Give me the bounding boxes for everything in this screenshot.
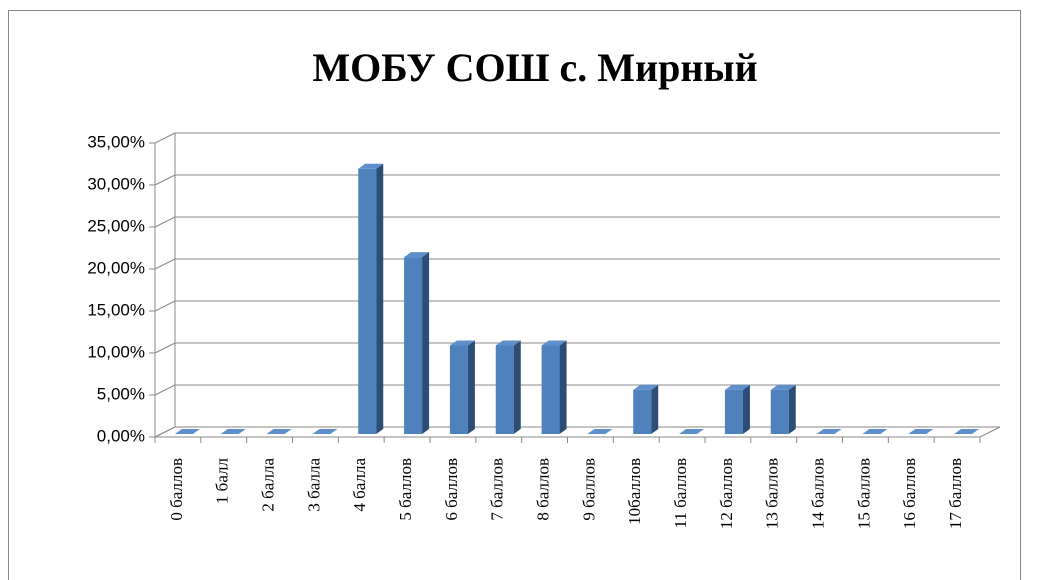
bar-top — [404, 252, 430, 258]
bar-side — [742, 384, 750, 434]
bar-front — [358, 168, 377, 434]
bar-front — [724, 389, 743, 434]
x-tick-label: 12 баллов — [717, 458, 736, 529]
x-tick-label: 5 баллов — [396, 458, 415, 521]
grid-line — [154, 216, 176, 228]
bar — [816, 429, 842, 434]
x-tick-label: 16 баллов — [900, 458, 919, 529]
bar-top — [954, 429, 980, 434]
chart-title: МОБУ СОШ с. Мирный — [312, 45, 757, 90]
x-tick-label: 2 балла — [258, 458, 277, 512]
x-tick-label: 14 баллов — [808, 458, 827, 529]
x-tick-label: 4 балла — [350, 458, 369, 512]
x-tick-label: 9 баллов — [579, 458, 598, 521]
bar-front — [449, 345, 468, 434]
bar-top — [358, 163, 384, 169]
grid-line — [154, 384, 176, 396]
y-tick-label: 0,00% — [97, 426, 145, 445]
bar-top — [770, 384, 796, 390]
grid-line — [154, 300, 176, 312]
bar-top — [862, 429, 888, 434]
bar-front — [495, 345, 514, 434]
bar-top — [679, 429, 705, 434]
bar-top — [449, 340, 475, 346]
bar-front — [541, 345, 560, 434]
x-tick-label: 17 баллов — [946, 458, 965, 529]
bar — [449, 340, 475, 434]
grid-line — [154, 174, 176, 186]
bar — [908, 429, 934, 434]
bar-side — [559, 340, 567, 434]
x-tick-label: 3 балла — [304, 458, 323, 512]
bar — [266, 429, 292, 434]
bar-side — [651, 384, 659, 434]
x-tick-label: 11 баллов — [671, 458, 690, 528]
bar — [174, 429, 200, 434]
bar-top — [724, 384, 750, 390]
bar-top — [312, 429, 338, 434]
x-tick-label: 15 баллов — [854, 458, 873, 529]
bar-side — [467, 340, 475, 434]
x-tick-label: 7 баллов — [488, 458, 507, 521]
bar-top — [220, 429, 246, 434]
bar-front — [633, 389, 652, 434]
bar — [541, 340, 567, 434]
bar-side — [376, 163, 384, 434]
grid-line — [154, 132, 176, 144]
bar-top — [174, 429, 200, 434]
y-tick-label: 25,00% — [87, 216, 145, 235]
bar-top — [633, 384, 659, 390]
bar — [679, 429, 705, 434]
y-tick-label: 10,00% — [87, 342, 145, 361]
grid-line — [154, 258, 176, 270]
y-tick-label: 30,00% — [87, 174, 145, 193]
bar — [312, 429, 338, 434]
bar — [633, 384, 659, 434]
chart-frame — [8, 10, 1021, 580]
bar-top — [266, 429, 292, 434]
y-tick-label: 5,00% — [97, 384, 145, 403]
y-tick-label: 35,00% — [87, 132, 145, 151]
bar — [358, 163, 384, 434]
bar-side — [788, 384, 796, 434]
bar-front — [404, 257, 423, 434]
bar — [770, 384, 796, 434]
x-tick-label: 13 баллов — [763, 458, 782, 529]
bar-top — [495, 340, 521, 346]
bar-top — [816, 429, 842, 434]
bar — [495, 340, 521, 434]
bar — [724, 384, 750, 434]
bar-top — [587, 429, 613, 434]
bar-top — [541, 340, 567, 346]
x-tick-label: 1 балл — [213, 457, 232, 504]
bar — [954, 429, 980, 434]
y-tick-label: 20,00% — [87, 258, 145, 277]
bar-front — [770, 389, 789, 434]
bar — [220, 429, 246, 434]
grid-line — [154, 342, 176, 354]
x-tick-label: 0 баллов — [167, 458, 186, 521]
bar-side — [513, 340, 521, 434]
bar-top — [908, 429, 934, 434]
x-tick-label: 6 баллов — [442, 458, 461, 521]
bar — [404, 252, 430, 434]
bar — [587, 429, 613, 434]
grid-line — [154, 426, 176, 438]
x-tick-label: 10баллов — [625, 458, 644, 525]
bar-side — [422, 252, 430, 434]
x-tick-label: 8 баллов — [533, 458, 552, 521]
y-tick-label: 15,00% — [87, 300, 145, 319]
bar — [862, 429, 888, 434]
